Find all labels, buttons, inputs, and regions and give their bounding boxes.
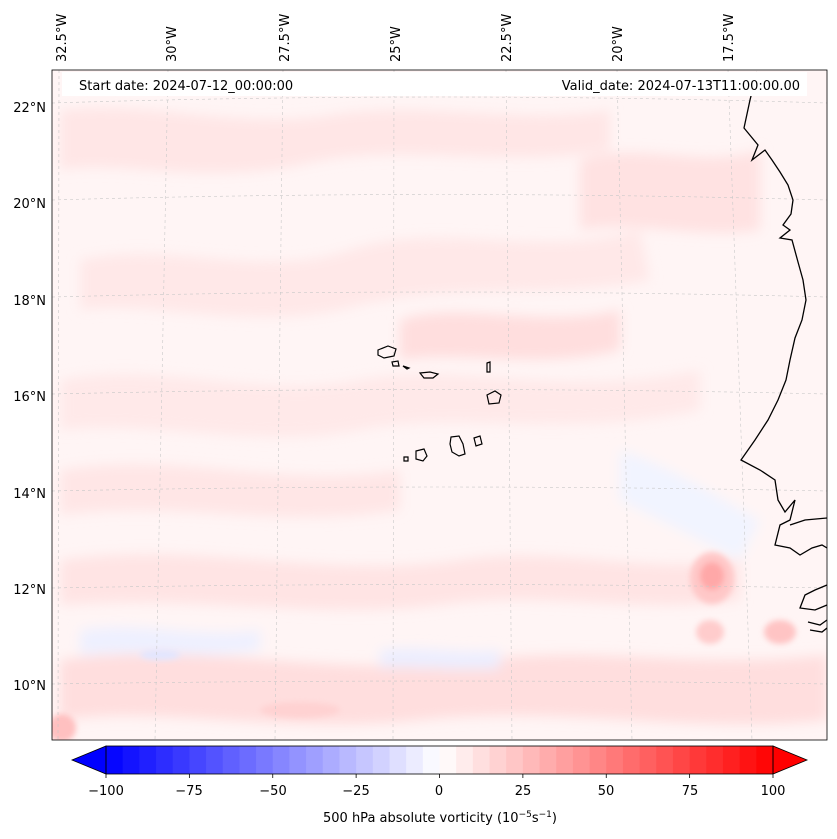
colorbar-label-main: 500 hPa absolute vorticity (10 (323, 811, 519, 826)
colorbar-segment (556, 746, 574, 774)
header-box (62, 72, 807, 96)
vorticity-contours (60, 107, 827, 725)
colorbar-segment (506, 746, 524, 774)
colorbar-segment (106, 746, 124, 774)
colorbar-segment (322, 746, 341, 774)
valid-date-label: Valid_date: 2024-07-13T11:00:00.00 (562, 79, 800, 94)
colorbar-segment (339, 746, 357, 774)
cb-tick-label: −100 (88, 784, 124, 799)
africa-coastline (740, 71, 827, 633)
colorbar-segment (456, 746, 474, 774)
latitude-labels: 22°N 20°N 18°N 16°N 14°N 12°N 10°N (13, 101, 46, 694)
colorbar-segment (356, 746, 374, 774)
colorbar-segment (156, 746, 174, 774)
lon-label-22-5w: 22.5°W (500, 14, 515, 62)
cb-tick-label: 0 (435, 784, 443, 799)
colorbar-label-mid: s (532, 811, 539, 826)
colorbar-segment (439, 746, 457, 774)
colorbar-tick-labels: −100 −75 −50 −25 0 25 50 75 100 (88, 784, 785, 799)
cb-tick-label: 100 (761, 784, 786, 799)
lon-label-27-5w: 27.5°W (278, 14, 293, 62)
colorbar-segment (239, 746, 257, 774)
colorbar-segment (622, 746, 641, 774)
colorbar-segment (206, 746, 224, 774)
cape-verde-islands (377, 345, 502, 462)
lon-label-25w: 25°W (389, 26, 404, 62)
start-date-label: Start date: 2024-07-12_00:00:00 (79, 79, 293, 94)
lat-label-22n: 22°N (13, 101, 46, 116)
colorbar-segment (289, 746, 307, 774)
cb-tick-label: −75 (175, 784, 202, 799)
colorbar-label-sup1: −5 (519, 810, 532, 820)
colorbar-segment (522, 746, 541, 774)
colorbar-segment (306, 746, 324, 774)
colorbar-segment (122, 746, 140, 774)
colorbar-segment (372, 746, 391, 774)
colorbar-segment (222, 746, 241, 774)
longitude-labels: 32.5°W 30°W 27.5°W 25°W 22.5°W 20°W 17.5… (55, 14, 737, 62)
colorbar-segment (256, 746, 274, 774)
colorbar-segment (489, 746, 507, 774)
colorbar-segment (672, 746, 691, 774)
colorbar-segments (106, 746, 774, 774)
lat-label-20n: 20°N (13, 197, 46, 212)
colorbar-segment (656, 746, 674, 774)
colorbar-segment (272, 746, 291, 774)
lat-label-12n: 12°N (13, 583, 46, 598)
colorbar-segment (706, 746, 724, 774)
colorbar-segment (689, 746, 707, 774)
colorbar-segment (589, 746, 607, 774)
coastlines (740, 71, 827, 633)
vorticity-maxima (52, 552, 796, 740)
colorbar-segment (639, 746, 657, 774)
colorbar: −100 −75 −50 −25 0 25 50 75 100 500 hPa … (70, 745, 809, 826)
lat-label-10n: 10°N (13, 679, 46, 694)
colorbar-segment (756, 746, 774, 774)
colorbar-segment (139, 746, 157, 774)
lon-label-20w: 20°W (611, 26, 626, 62)
cb-tick-label: 25 (515, 784, 532, 799)
colorbar-segment (606, 746, 624, 774)
colorbar-label-sup2: −1 (539, 810, 552, 820)
colorbar-segment (389, 746, 407, 774)
colorbar-segment (739, 746, 757, 774)
colorbar-segment (422, 746, 441, 774)
colorbar-segment (722, 746, 741, 774)
colorbar-ticks (105, 774, 774, 778)
colorbar-segment (189, 746, 207, 774)
lat-label-16n: 16°N (13, 390, 46, 405)
map-frame (51, 69, 828, 741)
colorbar-segment (172, 746, 190, 774)
lon-label-32-5w: 32.5°W (55, 14, 70, 62)
cb-tick-label: 75 (682, 784, 699, 799)
lat-label-18n: 18°N (13, 294, 46, 309)
cb-tick-label: 50 (598, 784, 615, 799)
colorbar-max-extend (772, 745, 809, 775)
lon-label-17-5w: 17.5°W (722, 14, 737, 62)
colorbar-min-extend (70, 745, 107, 775)
lon-label-30w: 30°W (165, 26, 180, 62)
colorbar-segment (539, 746, 557, 774)
gridlines (52, 70, 827, 740)
lat-label-14n: 14°N (13, 487, 46, 502)
colorbar-segment (406, 746, 424, 774)
colorbar-label-end: ) (552, 811, 557, 826)
cb-tick-label: −25 (342, 784, 369, 799)
colorbar-segment (472, 746, 491, 774)
colorbar-label: 500 hPa absolute vorticity (10−5s−1) (323, 810, 557, 826)
colorbar-segment (572, 746, 591, 774)
cb-tick-label: −50 (259, 784, 286, 799)
map-panel: Start date: 2024-07-12_00:00:00 Valid_da… (52, 70, 827, 740)
